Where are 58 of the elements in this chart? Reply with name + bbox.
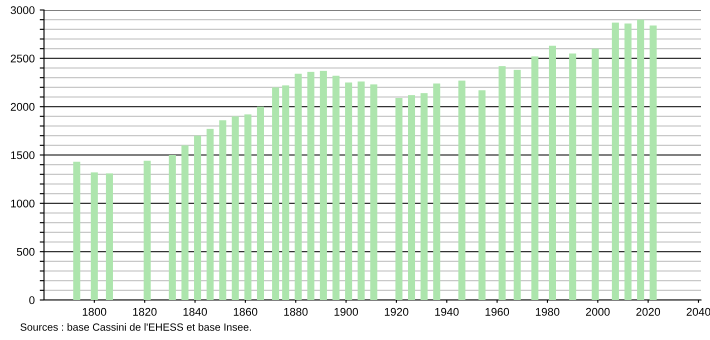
bar	[232, 116, 239, 300]
bar	[478, 90, 486, 300]
x-tick-label: 2020	[636, 308, 660, 316]
bar	[106, 173, 113, 300]
y-tick-label: 2000	[10, 102, 35, 111]
x-tick-label: 1960	[486, 308, 510, 316]
bar	[307, 72, 314, 300]
bar	[345, 82, 352, 300]
x-tick-label: 1820	[133, 308, 157, 316]
y-tick-label: 3000	[10, 6, 35, 14]
bar	[531, 56, 538, 300]
bar	[548, 46, 556, 300]
bar	[181, 145, 188, 300]
bar	[395, 98, 402, 300]
bar	[358, 82, 365, 300]
source-note: Sources : base Cassini de l'EHESS et base Insee.	[20, 323, 251, 331]
bar	[569, 54, 576, 300]
bar	[650, 25, 657, 300]
x-tick-label: 1880	[284, 308, 308, 316]
x-tick-label: 1900	[334, 308, 358, 316]
bar	[612, 22, 619, 300]
bar	[637, 20, 644, 300]
bar	[514, 70, 521, 300]
x-tick-label: 1980	[536, 308, 560, 316]
bar	[256, 106, 264, 300]
bar	[194, 136, 202, 300]
bar	[332, 76, 340, 300]
bar	[320, 70, 327, 300]
y-tick-label: 1500	[11, 151, 35, 160]
x-tick-label: 2000	[586, 308, 610, 316]
bar	[272, 87, 280, 300]
y-tick-label: 1000	[11, 200, 35, 208]
x-tick-label: 1860	[234, 308, 258, 316]
bar	[168, 155, 176, 300]
x-tick-label: 1920	[384, 308, 408, 316]
x-tick-label: 2040	[686, 308, 710, 316]
y-tick-label: 0	[29, 296, 35, 304]
bar	[144, 160, 151, 300]
bar	[294, 74, 302, 300]
bar	[498, 66, 506, 300]
bar	[420, 93, 428, 300]
bar	[624, 24, 632, 300]
bar	[73, 162, 80, 300]
bar	[370, 84, 378, 300]
bar	[592, 48, 599, 300]
y-tick-label: 500	[16, 248, 35, 256]
bar	[282, 85, 290, 300]
y-tick-label: 2500	[10, 54, 35, 62]
bar	[408, 95, 416, 300]
bar	[219, 120, 226, 300]
bar	[433, 83, 440, 300]
bar	[90, 172, 98, 300]
x-tick-label: 1940	[435, 308, 459, 316]
x-tick-label: 1800	[82, 308, 106, 316]
bar	[458, 80, 466, 300]
x-tick-label: 1840	[184, 308, 207, 316]
bar	[206, 128, 214, 300]
bar	[244, 114, 252, 300]
